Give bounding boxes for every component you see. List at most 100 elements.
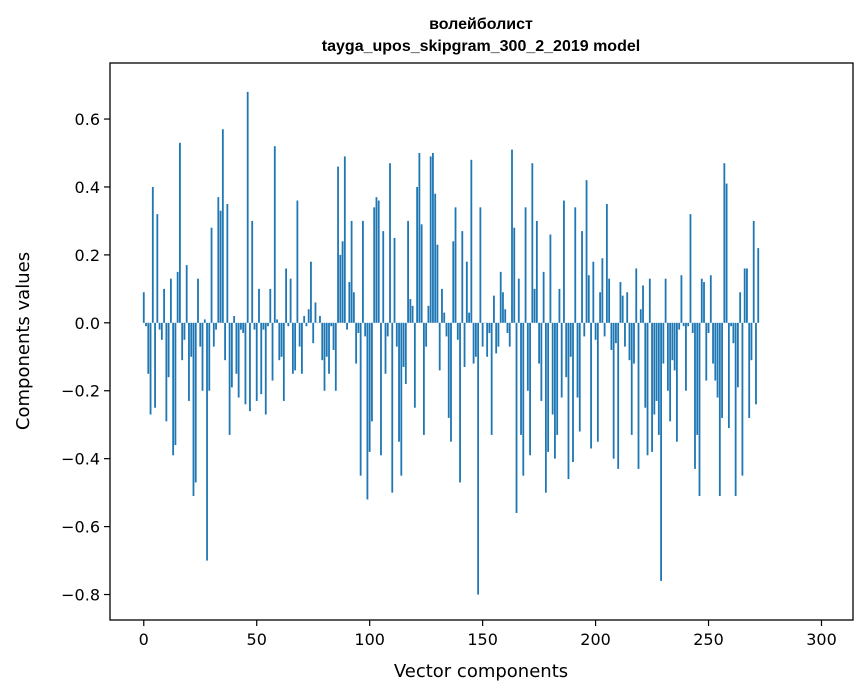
bar-40 [233,316,236,323]
bar-147 [474,322,477,357]
bar-129 [434,193,437,323]
bar-172 [531,163,534,323]
bar-237 [678,322,681,330]
bar-175 [538,322,541,364]
bar-165 [515,322,518,514]
bar-120 [413,322,416,408]
bar-166 [517,278,520,323]
bar-34 [219,210,222,323]
bar-126 [427,305,430,323]
bar-178 [544,322,547,493]
bar-22 [192,322,195,497]
bar-154 [490,322,493,435]
bar-43 [240,322,242,330]
bar-101 [371,322,373,422]
bar-243 [691,322,694,334]
bar-20 [188,322,190,401]
bar-25 [199,322,202,347]
bar-180 [549,234,552,323]
bar-127 [429,156,432,323]
chart-title: волейболист [429,16,533,33]
bar-7 [158,322,161,330]
bar-46 [246,91,249,323]
bar-62 [282,322,285,401]
bar-59 [276,319,278,323]
bar-67 [294,322,297,371]
bar-192 [576,322,579,398]
bar-2 [147,322,150,374]
bar-235 [673,322,676,371]
bar-232 [666,322,669,391]
bar-185 [560,322,563,398]
bar-121 [416,186,419,323]
bar-241 [687,322,690,327]
bar-187 [565,322,568,378]
bar-0 [142,292,145,323]
bar-16 [179,142,181,323]
bar-33 [217,197,220,323]
bar-14 [174,322,177,446]
bar-169 [524,207,527,323]
bar-110 [391,322,394,493]
bar-145 [470,159,473,323]
bar-109 [389,163,391,323]
bar-131 [438,322,441,371]
bar-150 [481,322,484,347]
bar-63 [285,268,287,323]
bar-82 [328,322,330,374]
bar-248 [703,282,705,323]
y-tick-label: −0.8 [61,586,100,605]
bar-155 [493,295,495,323]
bar-54 [264,322,267,415]
bar-204 [603,322,606,337]
bar-141 [461,231,464,323]
bar-231 [664,278,667,323]
bar-261 [732,322,735,344]
bar-246 [698,322,701,497]
bar-244 [694,322,696,469]
bar-42 [237,322,240,398]
x-tick-label: 50 [247,630,267,649]
bar-69 [298,322,301,347]
bar-80 [323,322,326,391]
bar-179 [547,322,550,452]
bar-198 [590,322,592,449]
bar-61 [280,322,283,357]
bar-190 [572,322,574,463]
bar-5 [154,322,156,408]
bar-56 [269,288,272,323]
bar-189 [569,322,572,357]
x-tick-label: 150 [467,630,498,649]
bar-48 [251,220,254,323]
bar-116 [404,322,407,384]
bar-15 [176,271,179,323]
bar-255 [718,322,721,497]
bar-250 [707,322,710,334]
bar-135 [447,322,450,418]
bar-122 [418,153,421,323]
bar-85 [334,322,337,391]
bar-51 [258,288,260,323]
bar-94 [355,322,358,364]
bar-4 [151,186,154,323]
y-tick-label: 0.4 [75,178,100,197]
bar-100 [368,322,371,452]
bar-209 [615,322,617,344]
bar-58 [273,146,276,323]
bar-3 [149,322,152,415]
bar-78 [319,316,321,323]
bar-83 [330,322,333,327]
bar-138 [454,207,457,323]
y-axis: −0.8 −0.6 −0.4 −0.2 0.0 0.2 0.4 0.6 [61,110,110,605]
bar-115 [402,322,405,367]
bar-167 [520,322,522,435]
bar-41 [235,322,238,374]
bar-31 [212,322,215,347]
bar-153 [488,322,491,334]
y-tick-label: −0.6 [61,518,100,537]
bar-1 [145,322,147,327]
bar-133 [443,312,446,323]
bar-92 [350,220,353,323]
bar-163 [511,149,513,323]
bar-217 [633,322,635,364]
